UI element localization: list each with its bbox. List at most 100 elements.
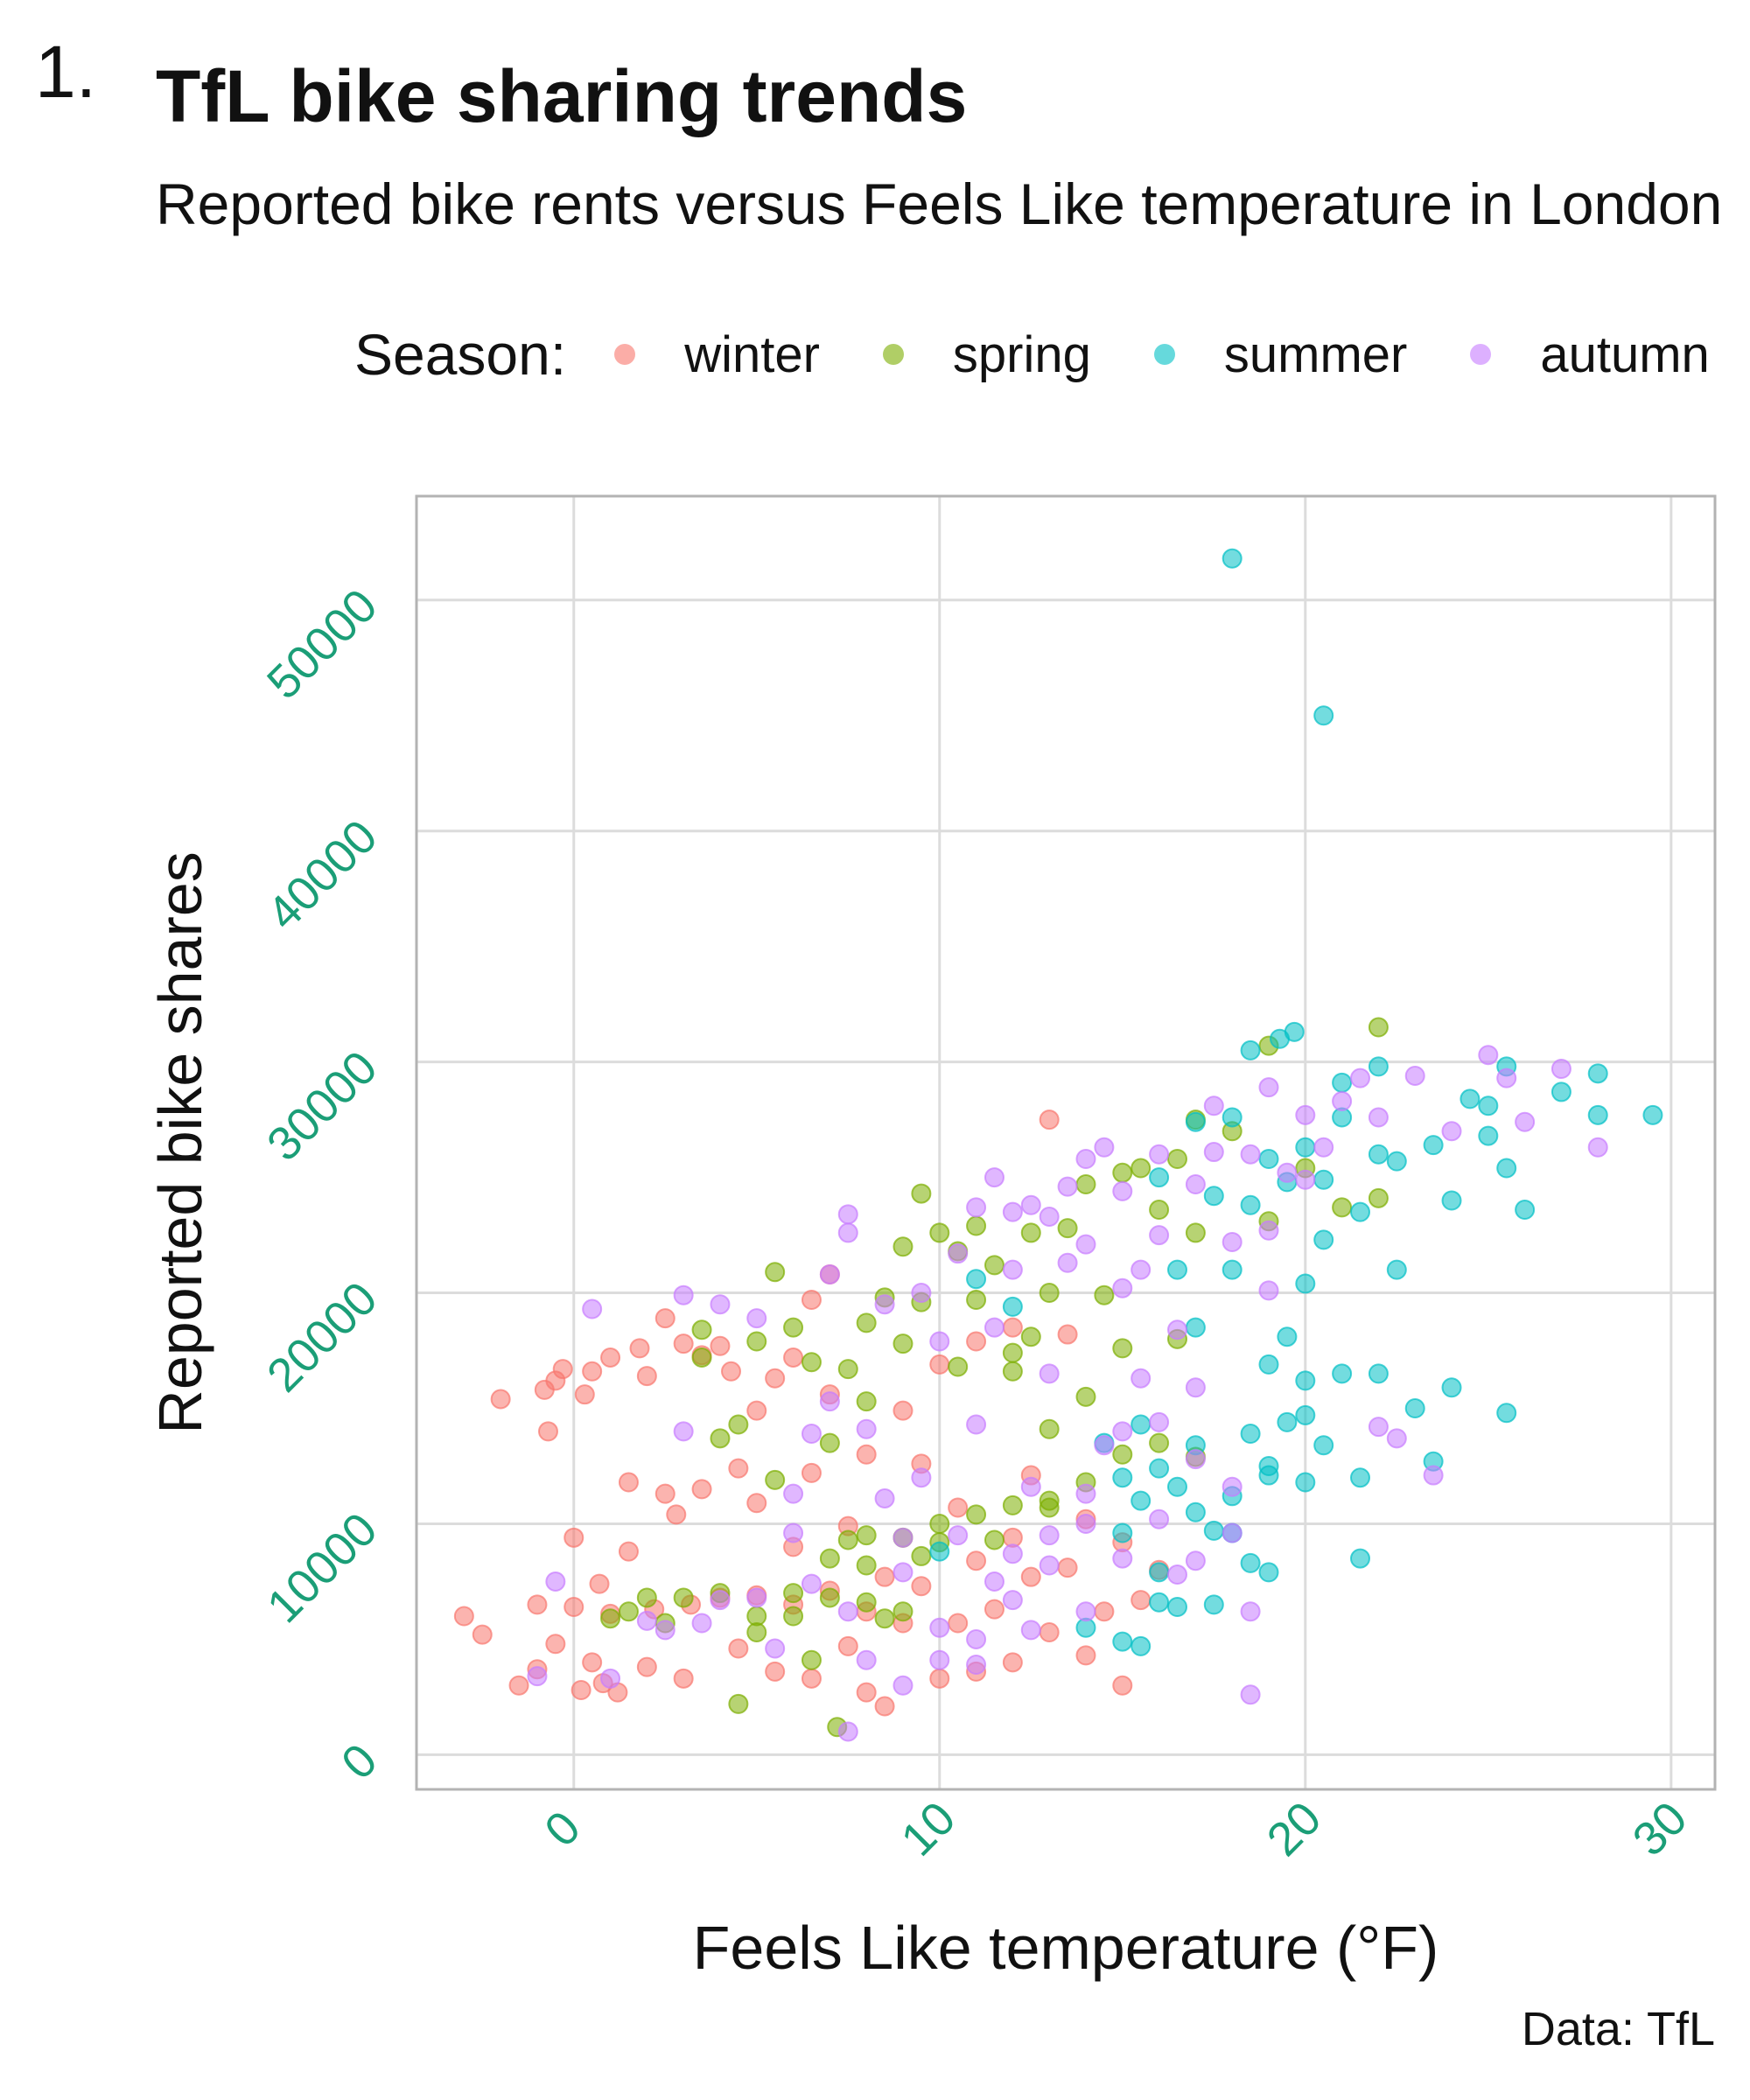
data-point-summer bbox=[1332, 1072, 1353, 1093]
data-point-spring bbox=[856, 1592, 877, 1613]
data-point-spring bbox=[929, 1513, 950, 1534]
data-point-spring bbox=[728, 1414, 749, 1435]
data-point-winter bbox=[746, 1493, 767, 1514]
data-point-spring bbox=[1002, 1342, 1023, 1363]
data-point-autumn bbox=[984, 1571, 1004, 1592]
data-point-autumn bbox=[1075, 1513, 1096, 1534]
data-point-summer bbox=[1166, 1259, 1187, 1280]
data-point-summer bbox=[1166, 1596, 1187, 1617]
data-point-spring bbox=[911, 1183, 932, 1204]
data-point-autumn bbox=[1002, 1259, 1023, 1280]
data-point-autumn bbox=[673, 1421, 694, 1442]
data-point-winter bbox=[589, 1573, 610, 1594]
data-point-winter bbox=[929, 1668, 950, 1689]
data-point-summer bbox=[1185, 1317, 1206, 1338]
data-point-autumn bbox=[1166, 1320, 1187, 1340]
data-point-autumn bbox=[783, 1483, 804, 1504]
data-point-winter bbox=[537, 1421, 558, 1442]
data-point-winter bbox=[948, 1613, 969, 1634]
data-point-summer bbox=[1203, 1520, 1224, 1541]
data-point-spring bbox=[1368, 1017, 1389, 1038]
data-point-autumn bbox=[856, 1649, 877, 1670]
data-point-spring bbox=[783, 1583, 804, 1604]
data-point-winter bbox=[673, 1668, 694, 1689]
data-point-autumn bbox=[966, 1654, 987, 1675]
data-point-autumn bbox=[837, 1601, 858, 1622]
data-point-summer bbox=[1368, 1056, 1389, 1077]
data-point-autumn bbox=[1039, 1363, 1060, 1384]
data-point-autumn bbox=[911, 1467, 932, 1488]
data-point-summer bbox=[1350, 1548, 1371, 1569]
data-point-autumn bbox=[837, 1721, 858, 1742]
data-point-autumn bbox=[1203, 1096, 1224, 1116]
data-point-autumn bbox=[1057, 1176, 1078, 1197]
data-point-autumn bbox=[1258, 1077, 1279, 1098]
data-point-autumn bbox=[1550, 1059, 1572, 1080]
data-point-autumn bbox=[1295, 1104, 1316, 1125]
data-point-winter bbox=[728, 1458, 749, 1479]
data-point-summer bbox=[1130, 1414, 1152, 1435]
data-point-spring bbox=[819, 1432, 840, 1453]
x-tick-label: 10 bbox=[892, 1792, 966, 1866]
data-point-spring bbox=[1112, 1444, 1133, 1465]
data-point-summer bbox=[1149, 1167, 1170, 1188]
data-point-spring bbox=[1039, 1490, 1060, 1511]
data-point-winter bbox=[856, 1444, 877, 1465]
x-tick-label: 0 bbox=[535, 1801, 591, 1857]
data-point-autumn bbox=[801, 1424, 822, 1445]
data-point-autumn bbox=[1130, 1259, 1152, 1280]
data-point-autumn bbox=[1075, 1483, 1096, 1504]
data-point-spring bbox=[801, 1352, 822, 1373]
data-point-winter bbox=[1002, 1317, 1023, 1338]
data-point-autumn bbox=[837, 1222, 858, 1243]
data-point-autumn bbox=[1240, 1601, 1261, 1622]
data-point-spring bbox=[1112, 1162, 1133, 1183]
data-point-autumn bbox=[1130, 1368, 1152, 1389]
data-point-summer bbox=[1496, 1403, 1517, 1424]
data-point-autumn bbox=[582, 1298, 603, 1320]
data-point-winter bbox=[570, 1680, 592, 1701]
data-point-summer bbox=[1423, 1135, 1444, 1156]
legend-key-autumn bbox=[1470, 344, 1492, 365]
data-point-summer bbox=[1295, 1273, 1316, 1294]
data-point-summer bbox=[929, 1541, 950, 1562]
data-point-winter bbox=[1112, 1675, 1133, 1696]
data-point-autumn bbox=[874, 1488, 895, 1508]
data-point-autumn bbox=[1039, 1525, 1060, 1546]
data-point-summer bbox=[1240, 1194, 1261, 1215]
data-point-summer bbox=[1313, 1169, 1334, 1190]
data-point-summer bbox=[1295, 1472, 1316, 1493]
data-point-spring bbox=[1130, 1158, 1152, 1179]
data-point-summer bbox=[1441, 1190, 1462, 1211]
y-tick-label: 10000 bbox=[257, 1503, 388, 1634]
data-point-autumn bbox=[1386, 1428, 1407, 1449]
data-point-summer bbox=[1149, 1592, 1170, 1613]
data-point-spring bbox=[929, 1222, 950, 1243]
data-point-autumn bbox=[1002, 1201, 1023, 1222]
legend-key-spring bbox=[882, 344, 904, 365]
data-point-autumn bbox=[1112, 1180, 1133, 1201]
data-point-winter bbox=[654, 1308, 676, 1329]
data-point-autumn bbox=[1350, 1068, 1371, 1088]
data-point-spring bbox=[966, 1289, 987, 1310]
data-point-winter bbox=[472, 1624, 493, 1645]
data-point-winter bbox=[966, 1331, 987, 1352]
data-point-autumn bbox=[1404, 1065, 1425, 1086]
data-point-spring bbox=[783, 1317, 804, 1338]
data-point-summer bbox=[1460, 1088, 1480, 1110]
legend: Season: winter spring summer autumn bbox=[354, 322, 1750, 387]
data-point-autumn bbox=[1112, 1278, 1133, 1298]
x-tick-label: 20 bbox=[1257, 1792, 1332, 1866]
data-point-summer bbox=[1295, 1370, 1316, 1391]
data-point-spring bbox=[600, 1608, 621, 1629]
data-point-spring bbox=[837, 1359, 858, 1380]
data-point-autumn bbox=[966, 1628, 987, 1649]
data-point-winter bbox=[728, 1638, 749, 1659]
data-point-winter bbox=[721, 1361, 742, 1382]
data-point-summer bbox=[1185, 1111, 1206, 1132]
data-point-autumn bbox=[1020, 1620, 1041, 1641]
data-point-winter bbox=[654, 1483, 676, 1504]
data-point-summer bbox=[1478, 1125, 1499, 1146]
data-point-autumn bbox=[929, 1649, 950, 1670]
data-point-spring bbox=[1002, 1361, 1023, 1382]
